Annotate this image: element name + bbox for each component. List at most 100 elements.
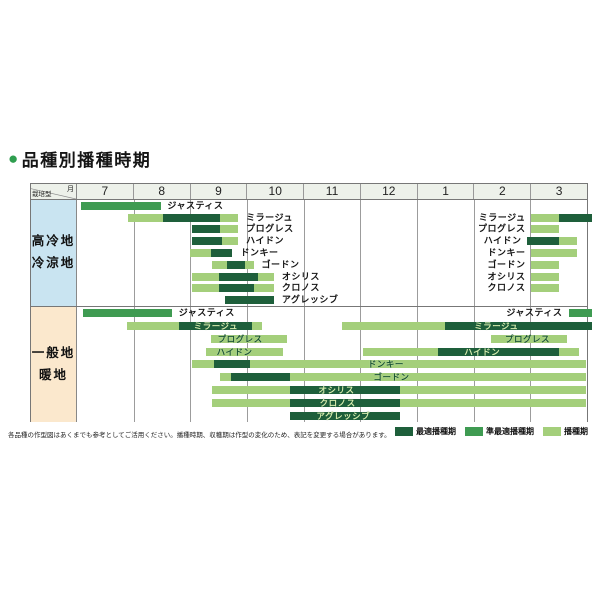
bar-segment-light — [192, 284, 219, 293]
grid-line-month — [473, 200, 475, 306]
region-highland-rows: ジャスティス ミラージュ ミラージュ プログレス プログレス ハイドン ハイドン ドンキー ドン… — [77, 200, 592, 306]
legend-label: 準最適播種期 — [486, 427, 534, 436]
bar-segment-light — [220, 225, 239, 234]
variety-label: ジャスティス — [178, 307, 235, 318]
variety-label: ハイドン — [246, 235, 284, 246]
bar-segment-light — [212, 398, 291, 407]
schedule-row-オシリス: オシリス — [77, 384, 587, 397]
corner-row-label: 栽培型 — [32, 191, 52, 198]
variety-label: ジャスティス — [506, 307, 563, 318]
bar-segment-light — [530, 272, 560, 281]
bar-segment-light — [341, 322, 445, 331]
legend: 最適播種期 準最適播種期 播種期 — [395, 426, 588, 437]
region-highland: 高冷地 冷涼地 ジャスティス ミラージュ ミラージュ プログレス プログレス ハイドン ハイ… — [31, 200, 592, 306]
region-label-line: 暖地 — [38, 367, 68, 382]
bar-segment-light — [212, 260, 228, 269]
bar-segment-mid — [568, 309, 592, 318]
variety-label: ゴードン — [487, 259, 526, 270]
variety-label: クロノス — [281, 282, 320, 293]
grid-line-month — [247, 200, 248, 306]
corner-cell: 栽培型 月 — [31, 184, 77, 199]
variety-label: オシリス — [487, 271, 526, 282]
bar-segment-light — [258, 272, 274, 281]
bar-segment-dark — [192, 225, 221, 234]
bar-segment-light — [128, 213, 163, 222]
month-header-7: 7 — [77, 184, 134, 199]
variety-label: ドンキー — [240, 247, 279, 258]
legend-label: 最適播種期 — [416, 427, 456, 436]
month-header-9: 9 — [191, 184, 248, 199]
bar-segment-dark — [218, 284, 254, 293]
schedule-row-オシリス: オシリス オシリス — [77, 271, 587, 283]
grid-line-month — [190, 307, 192, 422]
bar-segment-dark — [162, 213, 221, 222]
legend-item: 最適播種期 — [395, 426, 456, 437]
bar-segment-dark — [213, 360, 251, 369]
bar-segment-light — [491, 334, 568, 343]
variety-label: クロノス — [319, 397, 356, 408]
bar-segment-dark — [437, 347, 560, 356]
grid-line-month — [133, 200, 135, 306]
footnote: 各品種の作型図はあくまでも参考としてご活用ください。播種時期、収穫期は作型の変化… — [8, 432, 391, 439]
corner-diagonal-line — [31, 188, 76, 199]
bar-segment-dark — [211, 248, 233, 257]
bar-segment-light — [559, 237, 578, 246]
legend-swatch-dark — [395, 427, 413, 436]
variety-label: ドンキー — [487, 247, 526, 258]
grid-line-month — [303, 200, 305, 306]
bar-segment-light — [252, 322, 263, 331]
region-label-line: 冷涼地 — [31, 256, 76, 270]
bar-segment-light — [400, 386, 586, 395]
schedule-row-ドンキー: ドンキー ドンキー — [77, 247, 587, 259]
month-header-8: 8 — [134, 184, 191, 199]
schedule-row-アグレッシブ: アグレッシブ — [77, 294, 587, 306]
variety-label: アグレッシブ — [281, 294, 339, 305]
variety-label: オシリス — [281, 271, 320, 282]
schedule-row-ミラージュ: ミラージュ ミラージュ — [77, 320, 592, 333]
month-header-12: 12 — [361, 184, 418, 199]
bar-segment-light — [530, 213, 560, 222]
page-title: ● 品種別播種時期 — [8, 146, 151, 171]
schedule-row-プログレス: プログレス プログレス — [77, 224, 587, 236]
bar-segment-dark — [179, 322, 253, 331]
bar-segment-light — [530, 260, 560, 269]
bar-segment-light — [363, 347, 438, 356]
grid-line-month — [360, 200, 362, 306]
region-label-highland: 高冷地 冷涼地 — [31, 200, 77, 306]
variety-label: ミラージュ — [478, 212, 526, 223]
schedule-row-ハイドン: ハイドン ハイドン — [77, 235, 587, 247]
bar-segment-dark — [192, 237, 223, 246]
bar-segment-light — [222, 237, 239, 246]
legend-item: 準最適播種期 — [465, 426, 534, 437]
title-bullet-icon: ● — [8, 149, 20, 168]
bar-segment-dark — [559, 213, 592, 222]
variety-label: ゴードン — [373, 372, 410, 382]
schedule-row-ジャスティス: ジャスティス — [77, 200, 587, 212]
bar-segment-light — [192, 360, 214, 369]
bar-segment-mid — [80, 201, 161, 210]
bar-segment-light — [530, 284, 560, 293]
variety-label: プログレス — [477, 223, 526, 234]
bar-segment-dark — [227, 260, 246, 269]
schedule-row-ドンキー: ドンキー — [77, 358, 587, 371]
bar-segment-light — [210, 334, 287, 343]
region-label-general: 一般地 暖地 — [31, 307, 77, 422]
bar-segment-light — [205, 347, 284, 356]
region-label-line: 一般地 — [31, 345, 76, 360]
variety-label: ドンキー — [367, 359, 404, 370]
variety-label: ミラージュ — [193, 320, 238, 331]
bar-segment-light — [127, 322, 179, 331]
variety-label: プログレス — [246, 223, 294, 234]
bar-segment-light — [400, 398, 586, 407]
bar-segment-light — [530, 248, 578, 257]
legend-swatch-mid — [465, 427, 483, 436]
region-general: 一般地 暖地 ジャスティス ジャスティス ミラージュ ミラージュ プログレス プログレスハ… — [31, 306, 592, 422]
variety-label: ミラージュ — [246, 212, 293, 223]
grid-line-month — [133, 307, 135, 422]
bar-segment-dark — [225, 296, 274, 305]
schedule-row-アグレッシブ: アグレッシブ — [77, 409, 587, 422]
bar-segment-light — [290, 373, 586, 382]
bar-segment-light — [530, 225, 560, 234]
variety-label: ハイドン — [216, 346, 253, 357]
region-general-rows: ジャスティス ジャスティス ミラージュ ミラージュ プログレス プログレス ハイドン ハイドン… — [77, 307, 592, 422]
